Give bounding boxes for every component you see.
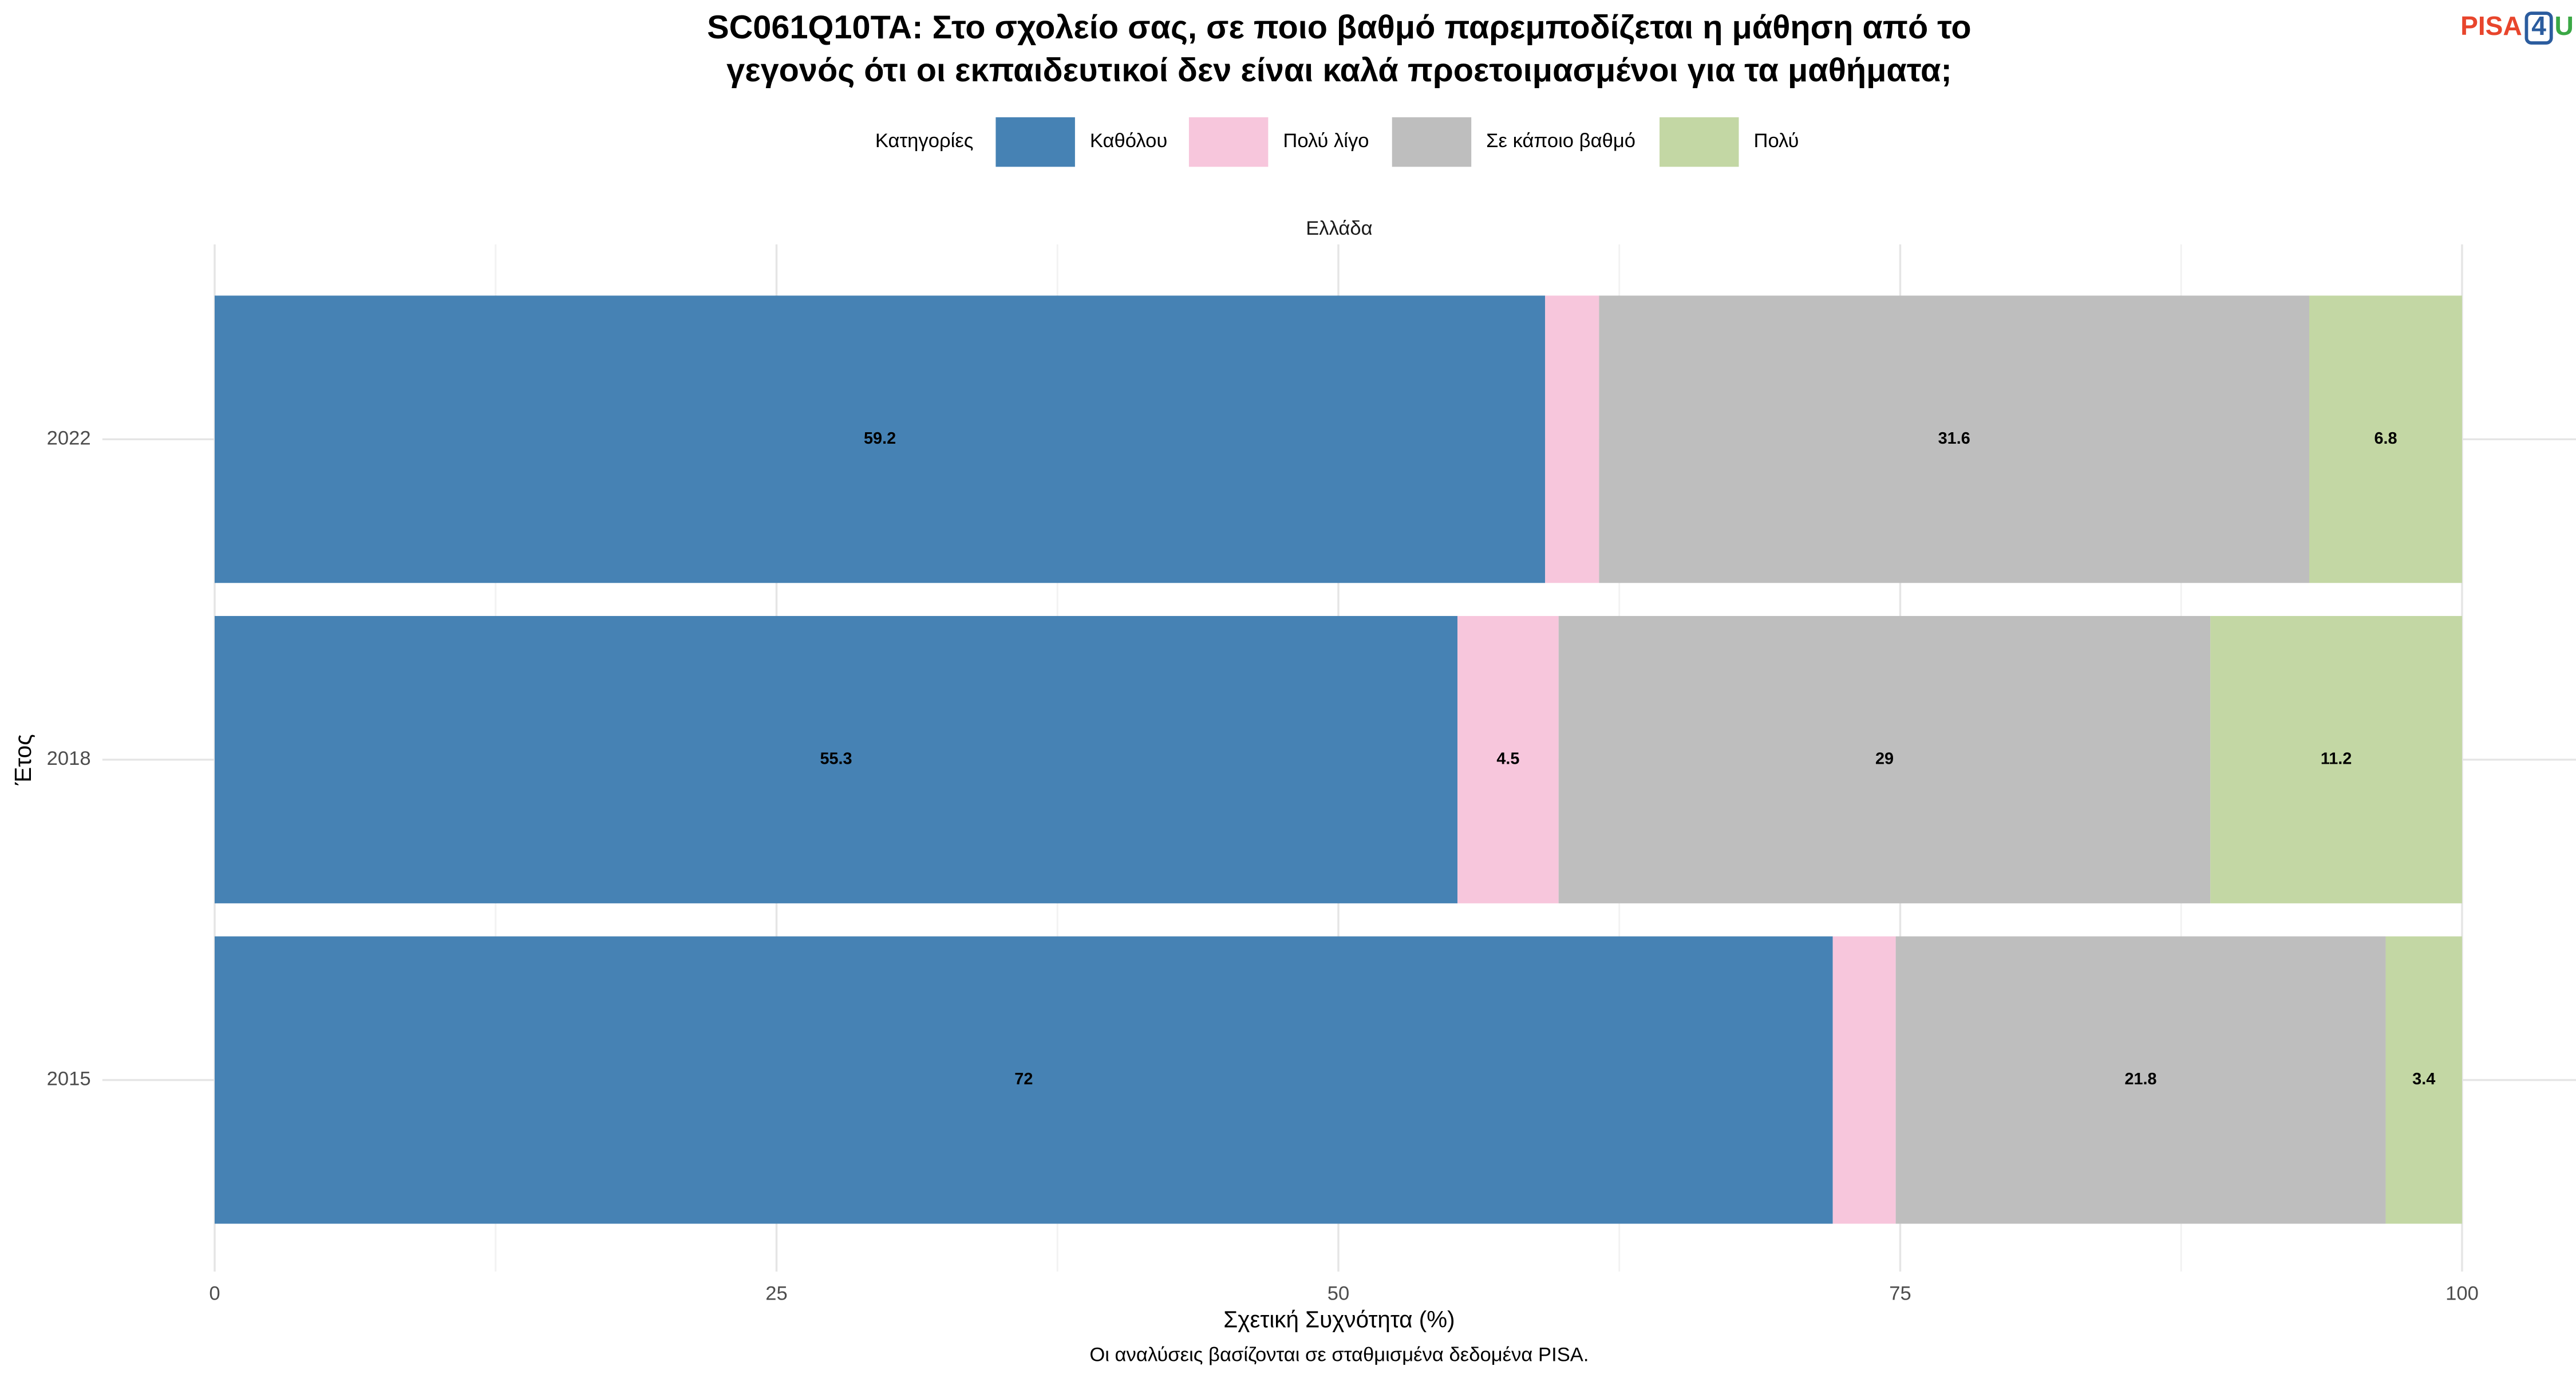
bar-segment — [1895, 936, 2386, 1224]
data-label: 55.3 — [820, 750, 852, 768]
facet-label: Ελλάδα — [1306, 218, 1372, 239]
legend-swatch — [1392, 117, 1472, 167]
legend-label: Καθόλου — [1090, 130, 1167, 152]
bar-segment — [1545, 295, 1599, 583]
data-label: 6.8 — [2374, 429, 2397, 448]
data-label: 4.5 — [1496, 750, 1519, 768]
caption: Οι αναλύσεις βασίζονται σε σταθμισμένα δ… — [1089, 1344, 1589, 1365]
data-label: 29 — [1875, 750, 1894, 768]
x-tick-label: 75 — [1889, 1283, 1911, 1305]
data-label: 21.8 — [2124, 1070, 2156, 1088]
legend-title: Κατηγορίες — [875, 130, 974, 152]
logo-text: 4 — [2531, 11, 2546, 41]
bar-segment — [1599, 295, 2309, 583]
x-tick-label: 0 — [209, 1283, 220, 1305]
data-label: 59.2 — [864, 429, 896, 448]
logo: PISA 4 U — [2460, 11, 2574, 45]
logo-text: U — [2555, 11, 2574, 41]
legend-swatch — [995, 117, 1075, 167]
data-label: 31.6 — [1938, 429, 1970, 448]
chart-title: SC061Q10TA: Στο σχολείο σας, σε ποιο βαθ… — [707, 9, 1971, 46]
y-tick-label: 2022 — [47, 427, 91, 449]
data-label: 72 — [1014, 1070, 1033, 1088]
x-tick-label: 25 — [765, 1283, 788, 1305]
x-axis-label: Σχετική Συχνότητα (%) — [1223, 1306, 1455, 1332]
data-label: 3.4 — [2412, 1070, 2435, 1088]
data-label: 11.2 — [2321, 750, 2352, 768]
bar-segment — [2385, 936, 2462, 1224]
bar-segment — [215, 936, 1833, 1224]
legend-swatch — [1188, 117, 1269, 167]
y-tick-label: 2015 — [47, 1068, 91, 1090]
x-tick-label: 100 — [2445, 1283, 2479, 1305]
bar-segment — [1832, 936, 1896, 1224]
legend-label: Πολύ λίγο — [1283, 130, 1369, 152]
bar-segment — [1457, 615, 1559, 903]
y-tick-label: 2018 — [47, 748, 91, 769]
legend-label: Πολύ — [1753, 130, 1799, 152]
bar-segment — [215, 615, 1458, 903]
chart-title: γεγονός ότι οι εκπαιδευτικοί δεν είναι κ… — [726, 52, 1952, 89]
bar-segment — [2210, 615, 2462, 903]
legend-swatch — [1660, 117, 1739, 167]
logo-text: PISA — [2460, 11, 2522, 41]
x-tick-label: 50 — [1327, 1283, 1350, 1305]
bar-segment — [2309, 295, 2462, 583]
logo-box — [2524, 11, 2553, 45]
legend-label: Σε κάποιο βαθμό — [1486, 130, 1635, 152]
bar-segment — [1558, 615, 2211, 903]
y-axis-label: Έτος — [10, 734, 36, 785]
bar-segment — [215, 295, 1546, 583]
